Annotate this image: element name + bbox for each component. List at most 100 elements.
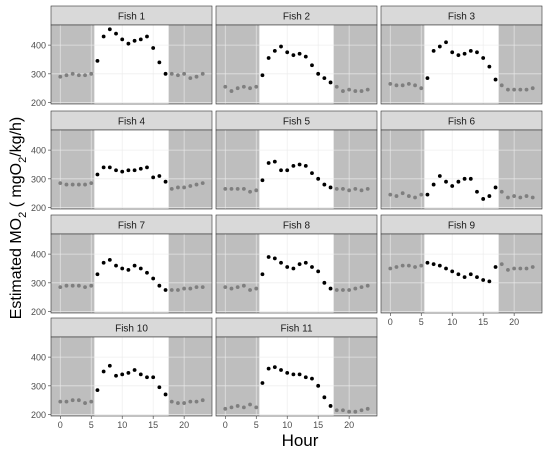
x-tick-label: 20 <box>344 420 354 430</box>
data-point <box>285 371 290 375</box>
data-point <box>89 399 94 404</box>
data-point <box>388 266 393 271</box>
dark-period-shading <box>51 337 95 416</box>
data-point <box>359 408 364 413</box>
y-axis-label: Estimated MO2 ( mgO2/kg/h) <box>8 117 29 320</box>
panel: Fish 7 200 300 400 <box>31 214 213 317</box>
data-point <box>107 363 112 368</box>
data-point <box>487 279 492 284</box>
data-point <box>132 263 137 268</box>
data-point <box>58 399 63 404</box>
data-point <box>157 385 162 390</box>
x-tick-label: 15 <box>478 317 488 327</box>
panel: Fish 11 0 5 10 15 20 <box>215 317 378 430</box>
x-tick-label: 5 <box>89 420 94 430</box>
data-point <box>182 401 187 405</box>
dark-period-shading <box>168 25 212 104</box>
data-point <box>182 71 187 76</box>
y-tick-label: 200 <box>31 203 46 213</box>
data-point <box>235 285 240 290</box>
dark-period-shading <box>51 130 95 209</box>
data-point <box>341 186 345 191</box>
data-point <box>285 50 290 55</box>
y-tick-label: 300 <box>31 381 46 391</box>
data-point <box>400 191 405 196</box>
data-point <box>194 74 199 79</box>
data-point <box>107 27 112 32</box>
data-point <box>353 186 358 191</box>
data-point <box>493 185 498 190</box>
data-point <box>101 165 106 170</box>
data-point <box>493 77 498 82</box>
data-point <box>518 266 523 271</box>
data-point <box>248 402 252 407</box>
data-point <box>107 257 112 262</box>
data-point <box>89 181 94 186</box>
data-point <box>475 189 479 194</box>
y-label-part: ( mgO <box>8 163 25 212</box>
data-point <box>145 375 149 380</box>
data-point <box>334 288 339 292</box>
data-point <box>176 401 180 405</box>
data-point <box>132 368 137 372</box>
data-point <box>176 73 180 78</box>
data-point <box>279 368 283 372</box>
panel-title: Fish 6 <box>448 117 476 128</box>
data-point <box>462 51 467 56</box>
data-point <box>524 194 529 198</box>
data-point <box>151 46 156 50</box>
dark-period-shading <box>168 337 212 416</box>
data-point <box>413 265 417 269</box>
x-tick-label: 0 <box>223 420 228 430</box>
data-point <box>272 256 277 261</box>
panel-border <box>380 233 543 314</box>
dark-period-shading <box>168 234 212 313</box>
data-point <box>223 84 228 89</box>
data-point <box>241 283 246 288</box>
data-point <box>456 272 461 277</box>
data-point <box>347 409 352 414</box>
data-point <box>431 182 436 187</box>
y-label-sub: 2 <box>17 157 29 163</box>
y-tick-label: 300 <box>31 69 46 79</box>
data-point <box>322 76 327 81</box>
data-point <box>444 40 448 45</box>
data-point <box>303 164 308 168</box>
panel-border <box>50 336 213 417</box>
panel-border <box>380 129 543 210</box>
data-point <box>291 372 296 377</box>
data-point <box>272 48 277 53</box>
data-point <box>114 168 118 173</box>
data-point <box>297 262 302 267</box>
data-point <box>200 71 205 76</box>
data-point <box>400 83 405 88</box>
data-point <box>316 383 321 388</box>
panel: Fish 9 0 5 10 15 20 <box>380 214 543 327</box>
data-point <box>223 285 228 290</box>
x-tick-label: 10 <box>447 317 457 327</box>
data-point <box>101 34 106 39</box>
data-point <box>353 286 358 291</box>
y-tick-label: 200 <box>31 410 46 420</box>
data-point <box>450 269 455 274</box>
data-point <box>518 195 523 200</box>
data-point <box>468 176 473 181</box>
data-point <box>126 41 131 46</box>
dark-period-shading <box>168 130 212 209</box>
panel: Fish 10 200 300 400 0 5 10 15 20 <box>31 317 213 430</box>
data-point <box>462 275 467 279</box>
data-point <box>235 404 240 408</box>
panel-border <box>50 233 213 314</box>
data-point <box>444 179 448 184</box>
data-point <box>394 265 399 269</box>
panel-border <box>50 129 213 210</box>
data-point <box>341 89 345 93</box>
data-point <box>365 406 370 411</box>
x-tick-label: 20 <box>509 317 519 327</box>
x-tick-label: 10 <box>282 420 292 430</box>
panel: Fish 6 <box>380 110 543 210</box>
data-point <box>235 86 240 91</box>
data-point <box>347 288 352 292</box>
data-point <box>291 266 296 271</box>
